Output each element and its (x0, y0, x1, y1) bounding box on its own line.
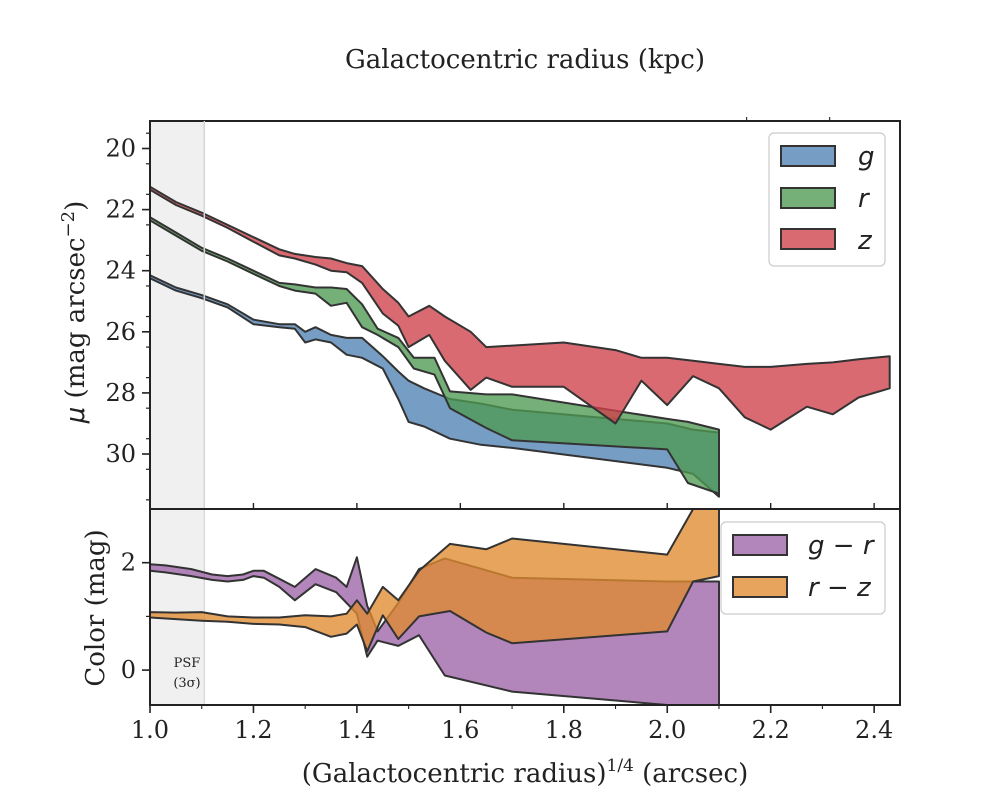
surface-brightness-y-ticks: 20 22 24 26 28 30 (105, 132, 150, 501)
psf-region-top (150, 121, 205, 509)
x-axis-label-suffix: (arcsec) (634, 759, 748, 789)
y-axis-label-text: (mag arcsec (61, 237, 91, 406)
legend-label-g-minus-r: g − r (808, 531, 876, 561)
legend-swatch-z (780, 228, 836, 250)
color-y-axis-label: Color (mag) (81, 529, 111, 686)
psf-label-line1: PSF (174, 656, 201, 671)
surface-brightness-y-axis-label: μ (mag arcsec−2) (58, 201, 91, 425)
legend-label-z: z (857, 226, 873, 256)
y-axis-label-exponent: −2 (58, 211, 79, 238)
x-tick-label: 1.0 (131, 716, 169, 744)
x-tick-label: 2.2 (752, 716, 790, 744)
top-axis-label: Galactocentric radius (kpc) (345, 45, 705, 75)
color-axes-frame (149, 508, 901, 706)
legend-r-minus-z-second: z (856, 573, 872, 603)
legend-swatch-g (780, 145, 836, 167)
y-tick-label: 26 (105, 318, 136, 346)
y-tick-label: 22 (105, 196, 136, 224)
x-tick-label: 1.6 (441, 716, 479, 744)
color-bands (150, 509, 720, 705)
x-tick-label: 1.4 (338, 716, 376, 744)
y-axis-label-close: ) (61, 201, 91, 211)
psf-label-line2: (3σ) (173, 676, 200, 691)
y-axis-label-symbol: μ (61, 407, 91, 425)
psf-region-bottom (150, 509, 205, 705)
legend-g-minus-r-second: r (863, 531, 876, 561)
x-axis-ticks: 1.0 1.2 1.4 1.6 1.8 2.0 2.2 2.4 (131, 705, 893, 744)
surface-brightness-bands (150, 185, 891, 498)
band-r (150, 216, 720, 495)
legend-label-r: r (858, 184, 871, 214)
band-z (150, 185, 891, 431)
x-tick-label: 2.0 (648, 716, 686, 744)
legend-label-g: g (858, 142, 875, 172)
y-tick-label: 24 (105, 257, 136, 285)
legend-label-r-minus-z: r − z (808, 573, 872, 603)
surface-brightness-legend: g r z (768, 132, 886, 267)
x-axis-label: (Galactocentric radius)1/4 (arcsec) (302, 756, 748, 789)
y-tick-label: 30 (105, 440, 136, 468)
x-axis-label-text: (Galactocentric radius) (302, 759, 607, 789)
legend-swatch-r-minus-z (732, 576, 788, 598)
x-tick-label: 2.4 (855, 716, 893, 744)
color-y-tick-label: 0 (121, 656, 136, 684)
legend-r-minus-z-first: r (808, 573, 821, 603)
color-legend: g − r r − z (720, 521, 886, 615)
legend-swatch-r (780, 187, 836, 209)
color-y-tick-label: 2 (121, 549, 136, 577)
color-y-ticks: 02 (121, 549, 150, 684)
band-rz (150, 509, 720, 653)
y-tick-label: 20 (105, 134, 136, 162)
x-tick-label: 1.2 (234, 716, 272, 744)
legend-swatch-g-minus-r (732, 534, 788, 556)
color-panel: 02 1.0 1.2 1.4 1.6 1.8 2.0 2.2 2.4 PSF (3σ) Col… (81, 508, 901, 789)
legend-g-minus-r-first: g (808, 531, 825, 561)
x-tick-label: 1.8 (545, 716, 583, 744)
x-axis-label-exponent: 1/4 (607, 756, 634, 776)
y-tick-label: 28 (105, 379, 136, 407)
top-axis-ticks-kpc (746, 117, 831, 121)
